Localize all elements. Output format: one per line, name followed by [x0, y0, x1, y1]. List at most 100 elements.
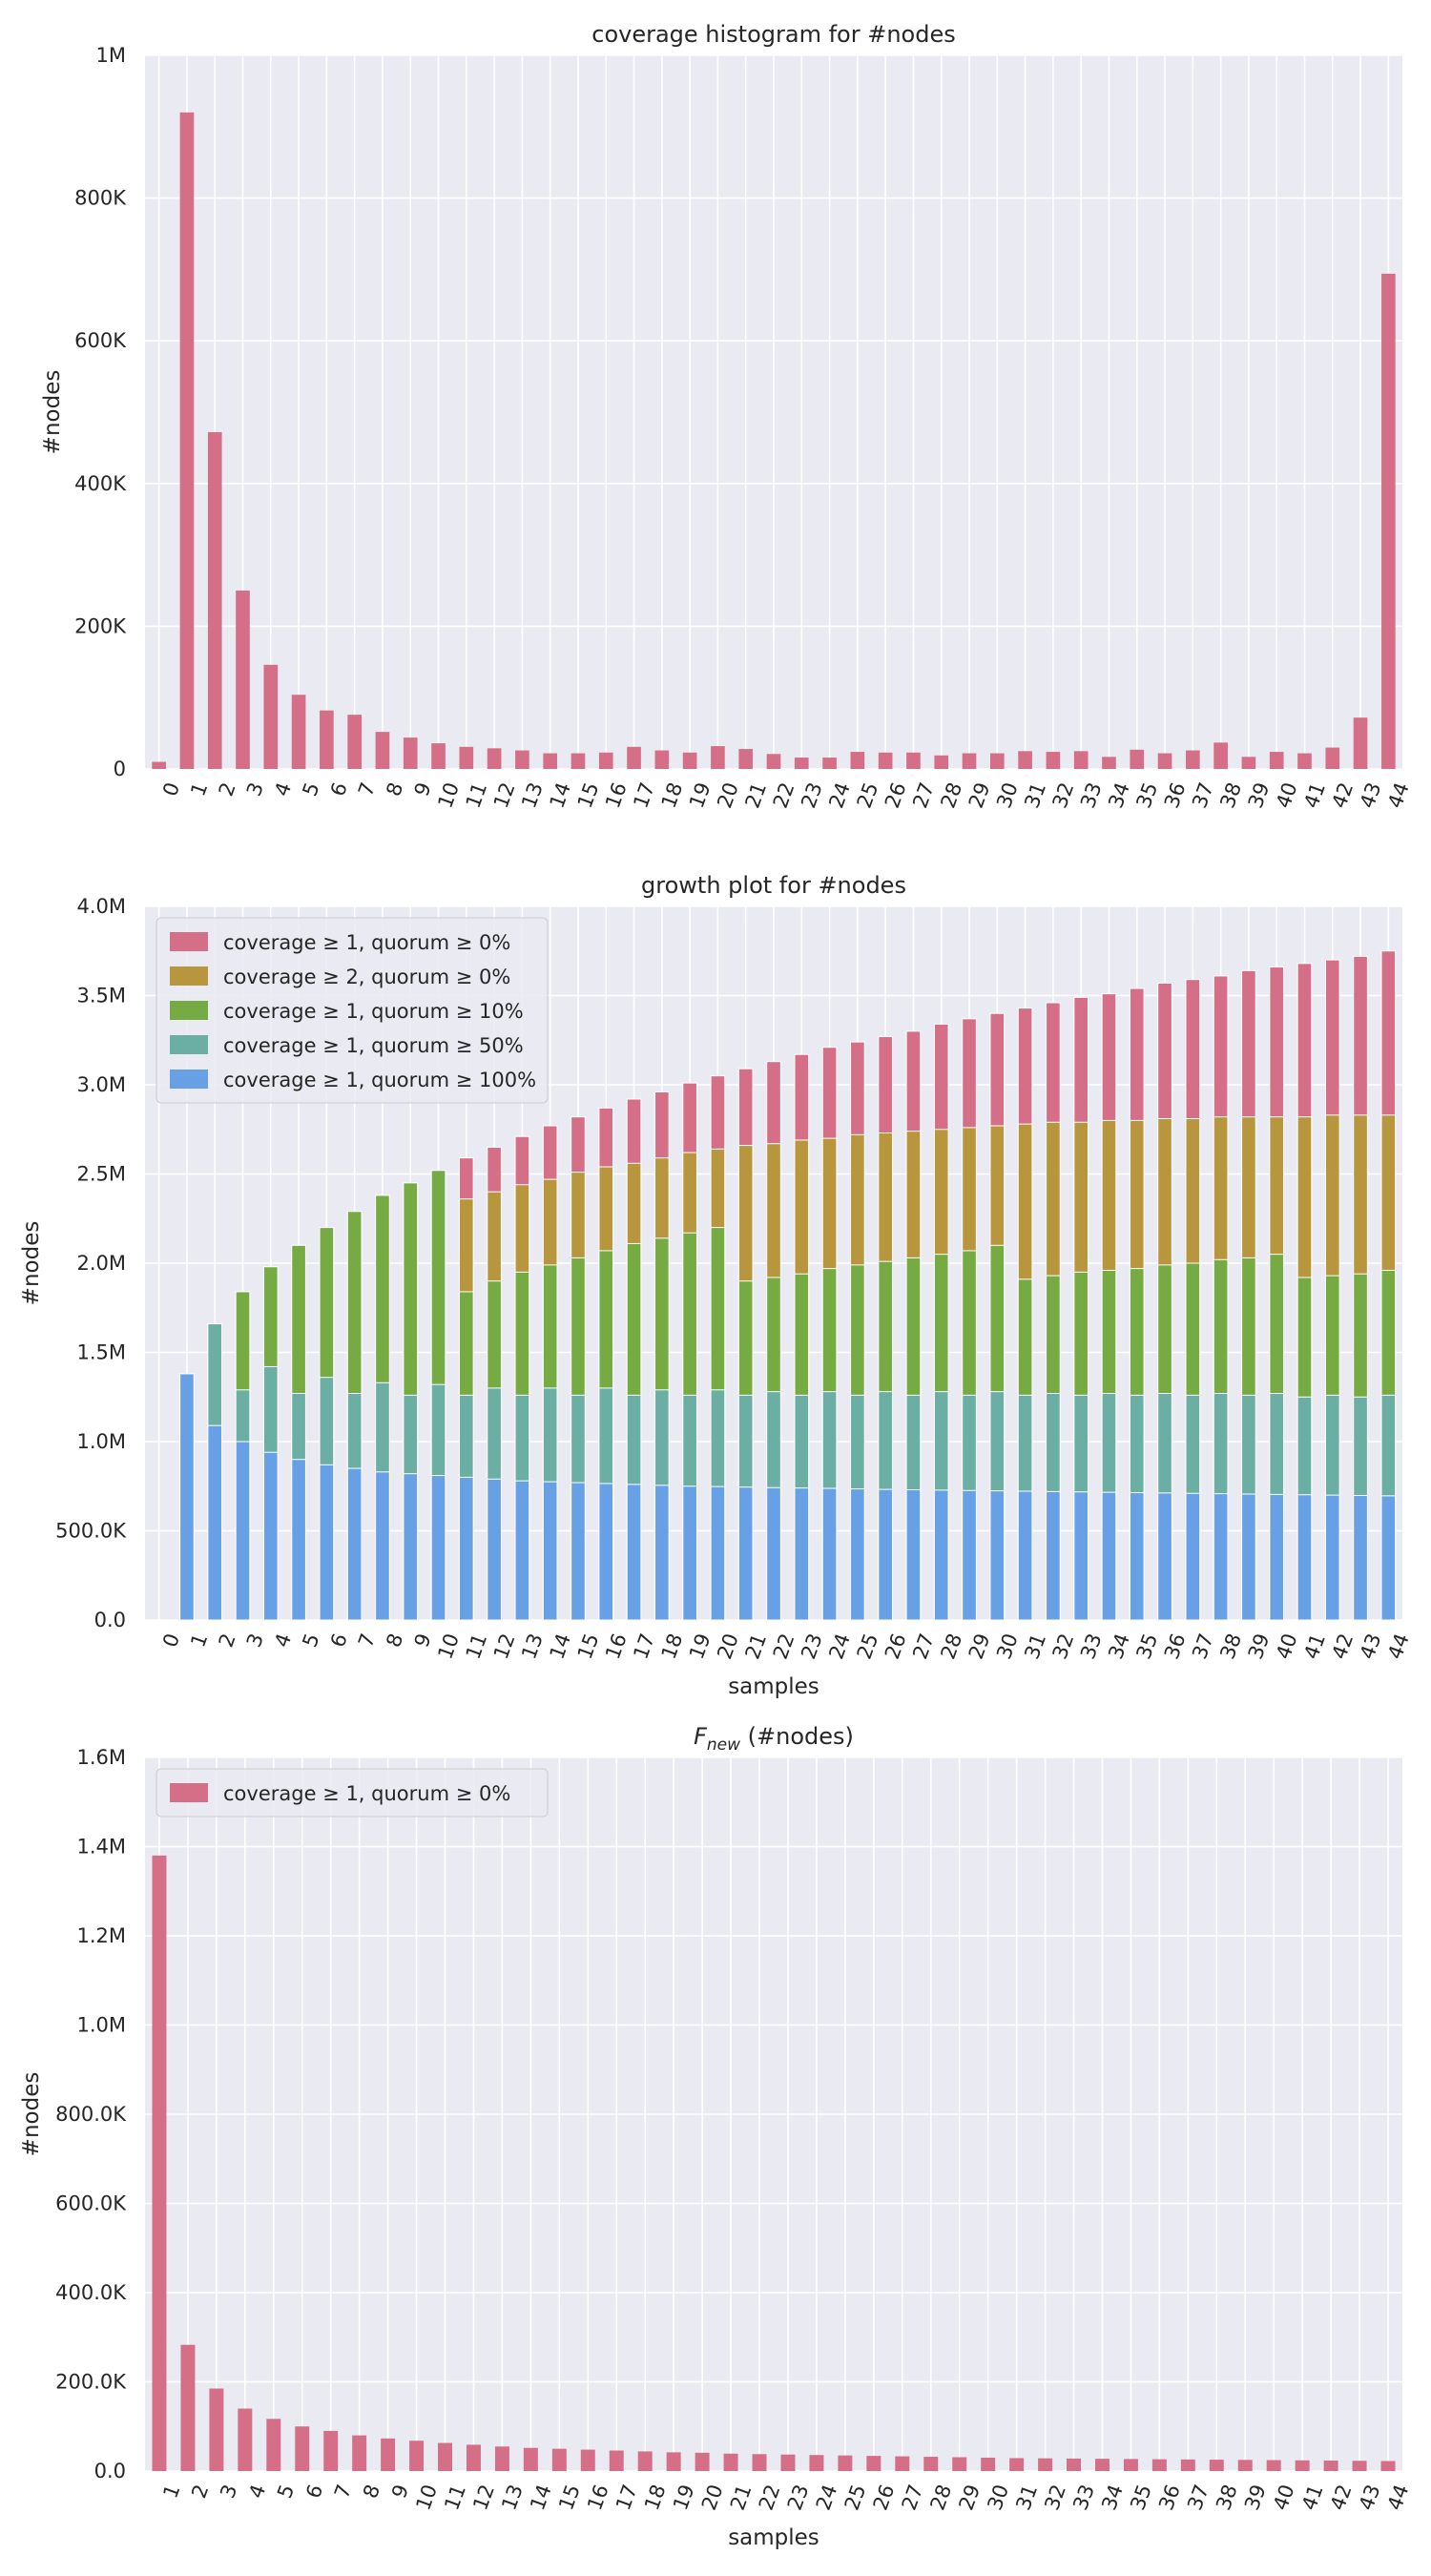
x-tick-label: 8 — [382, 1631, 407, 1651]
x-axis-label: samples — [728, 1674, 819, 1699]
x-tick-label: 7 — [330, 2482, 356, 2502]
y-tick-label: 1M — [96, 44, 126, 67]
bar — [179, 112, 195, 770]
bar — [1186, 750, 1200, 769]
y-tick-label: 400K — [74, 472, 127, 495]
bar — [906, 752, 921, 769]
x-tick-label: 22 — [755, 2482, 785, 2513]
legend-label: coverage ≥ 1, quorum ≥ 10% — [223, 1000, 524, 1023]
x-tick-label: 3 — [242, 1631, 268, 1651]
x-tick-label: 11 — [462, 1631, 492, 1662]
bar — [666, 2452, 681, 2471]
x-tick-label: 21 — [726, 2482, 757, 2513]
x-tick-label: 19 — [685, 1631, 716, 1662]
bar — [682, 752, 697, 769]
bar-series-4 — [737, 1486, 754, 1621]
chart-title: growth plot for #nodes — [641, 872, 906, 899]
bar — [637, 2451, 653, 2471]
x-tick-label: 4 — [244, 2482, 270, 2502]
bar — [459, 746, 474, 769]
bar-series-4 — [1101, 1491, 1117, 1621]
x-tick-label: 28 — [937, 779, 967, 811]
bar-series-4 — [766, 1486, 781, 1621]
bar-series-4 — [1324, 1494, 1340, 1621]
x-tick-label: 34 — [1097, 2482, 1128, 2513]
chart-title: Fnew (#nodes) — [694, 1723, 854, 1755]
bar — [263, 664, 279, 769]
bar — [695, 2452, 710, 2471]
bar — [809, 2455, 824, 2471]
bar — [794, 758, 809, 769]
bar — [1009, 2458, 1025, 2471]
x-tick-label: 23 — [797, 1631, 827, 1662]
legend-swatch — [170, 1035, 208, 1054]
x-tick-label: 27 — [898, 2482, 928, 2513]
bar-series-4 — [262, 1451, 279, 1621]
x-tick-label: 42 — [1328, 779, 1358, 811]
bar — [152, 761, 166, 769]
bar — [1130, 749, 1145, 769]
x-tick-label: 44 — [1383, 2482, 1414, 2513]
x-tick-label: 34 — [1104, 779, 1134, 811]
legend-label: coverage ≥ 1, quorum ≥ 0% — [223, 931, 510, 954]
y-tick-label: 2.5M — [76, 1163, 126, 1186]
bar-series-4 — [1353, 1494, 1368, 1621]
y-axis-label: #nodes — [40, 370, 65, 455]
bar — [409, 2441, 425, 2471]
x-tick-label: 12 — [489, 779, 520, 811]
bar — [766, 754, 781, 769]
x-tick-label: 1 — [186, 779, 212, 800]
bar-series-4 — [933, 1489, 949, 1621]
bar-series-4 — [207, 1424, 223, 1621]
x-tick-label: 28 — [937, 1631, 967, 1662]
legend: coverage ≥ 1, quorum ≥ 0% coverage ≥ 2, q… — [156, 917, 549, 1104]
y-tick-label: 500.0K — [55, 1520, 127, 1543]
bar — [1241, 757, 1256, 769]
y-tick-label: 1.0M — [76, 2014, 126, 2037]
bar — [266, 2419, 281, 2471]
bar — [723, 2453, 738, 2471]
x-tick-label: 44 — [1383, 779, 1414, 811]
x-tick-label: 37 — [1188, 1631, 1218, 1662]
bar — [236, 591, 250, 769]
x-tick-label: 1 — [186, 1631, 212, 1651]
legend-frame — [156, 917, 549, 1104]
x-tick-label: 39 — [1244, 779, 1275, 811]
x-tick-label: 9 — [410, 1631, 436, 1651]
x-tick-label: 30 — [992, 779, 1023, 811]
bar — [923, 2457, 939, 2471]
x-tick-label: 3 — [242, 779, 268, 800]
bar — [1323, 2461, 1338, 2471]
bar-series-4 — [1129, 1491, 1145, 1621]
y-tick-label: 0 — [114, 758, 126, 780]
bar — [1151, 2459, 1167, 2471]
bar — [654, 750, 670, 769]
bar-series-4 — [179, 1373, 195, 1621]
x-tick-label: 10 — [433, 1631, 464, 1662]
x-tick-label: 0 — [158, 1631, 184, 1651]
legend-swatch — [170, 1001, 208, 1020]
x-tick-label: 8 — [382, 779, 407, 800]
x-tick-label: 31 — [1011, 2482, 1042, 2513]
bar-series-4 — [821, 1487, 838, 1621]
x-tick-label: 16 — [583, 2482, 613, 2513]
x-tick-label: 25 — [840, 2482, 871, 2513]
x-tick-label: 10 — [433, 779, 464, 811]
x-tick-label: 14 — [545, 779, 575, 811]
x-tick-label: 40 — [1272, 1631, 1302, 1662]
x-tick-label: 25 — [853, 779, 883, 811]
bar-series-4 — [1073, 1491, 1089, 1621]
bar-series-4 — [1380, 1495, 1397, 1621]
bar — [347, 715, 362, 769]
legend-swatch — [170, 932, 208, 951]
x-tick-label: 16 — [601, 779, 632, 811]
y-axis-label: #nodes — [19, 1221, 44, 1306]
x-tick-label: 2 — [187, 2482, 213, 2502]
legend-label: coverage ≥ 1, quorum ≥ 50% — [223, 1034, 524, 1057]
bar — [438, 2442, 453, 2471]
bar — [320, 710, 334, 769]
bar — [1353, 717, 1368, 769]
x-tick-label: 9 — [410, 779, 436, 800]
bar-series-4 — [375, 1471, 390, 1621]
legend-label: coverage ≥ 1, quorum ≥ 0% — [223, 1782, 510, 1805]
